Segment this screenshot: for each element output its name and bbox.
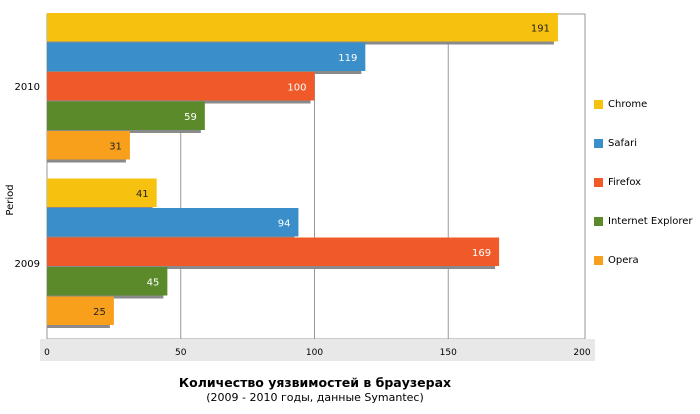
bar-group: 100: [47, 72, 315, 104]
legend-swatch: [594, 255, 603, 265]
legend-item: Chrome: [594, 96, 700, 112]
legend-swatch: [594, 177, 603, 187]
bar: [47, 178, 157, 207]
data-label: 191: [531, 23, 550, 34]
bar-group: 119: [47, 42, 366, 74]
legend-label: Firefox: [608, 176, 642, 188]
x-tick-label: 50: [175, 348, 187, 358]
bar-group: 41: [47, 178, 157, 210]
bar-group: 191: [47, 13, 558, 45]
bar-group: 31: [47, 131, 130, 163]
bar: [47, 42, 366, 71]
legend-item: Firefox: [594, 174, 700, 190]
legend-label: Chrome: [608, 98, 648, 110]
x-tick-label: 200: [573, 348, 590, 358]
bar: [47, 101, 205, 130]
x-axis-band: [40, 339, 595, 361]
legend-swatch: [594, 216, 603, 226]
data-label: 169: [472, 248, 491, 259]
bar: [47, 13, 558, 42]
x-tick-label: 0: [44, 348, 50, 358]
y-axis-label: Period: [5, 184, 16, 215]
legend-item: Safari: [594, 135, 700, 151]
data-label: 59: [184, 112, 197, 123]
category-label: 2010: [15, 82, 40, 93]
data-label: 41: [136, 189, 149, 200]
bar-group: 94: [47, 208, 299, 240]
bar: [47, 237, 500, 266]
data-label: 45: [147, 277, 160, 288]
legend-label: Internet Explorer: [608, 215, 693, 227]
data-label: 25: [93, 307, 106, 318]
bar: [47, 72, 315, 101]
data-label: 119: [338, 53, 357, 64]
legend: Chrome Safari Firefox Internet Explorer Oper…: [594, 96, 700, 291]
x-tick-label: 150: [440, 348, 457, 358]
legend-swatch: [594, 138, 603, 148]
bar: [47, 296, 114, 325]
bar-group: 59: [47, 101, 205, 133]
bar-group: 45: [47, 267, 168, 299]
bar-group: 169: [47, 237, 500, 269]
chart-subtitle: (2009 - 2010 годы, данные Symantec): [206, 391, 424, 404]
data-label: 31: [109, 141, 122, 152]
x-tick-label: 100: [306, 348, 323, 358]
legend-item: Opera: [594, 252, 700, 268]
data-label: 100: [287, 82, 306, 93]
category-label: 2009: [15, 259, 40, 270]
legend-label: Safari: [608, 137, 638, 149]
data-label: 94: [278, 218, 291, 229]
bar: [47, 131, 130, 160]
bar: [47, 267, 168, 296]
legend-swatch: [594, 99, 603, 109]
bar: [47, 208, 299, 237]
bar-group: 25: [47, 296, 114, 328]
legend-item: Internet Explorer: [594, 213, 700, 229]
legend-label: Opera: [608, 254, 639, 266]
chart-title: Количество уязвимостей в браузерах: [178, 375, 452, 390]
